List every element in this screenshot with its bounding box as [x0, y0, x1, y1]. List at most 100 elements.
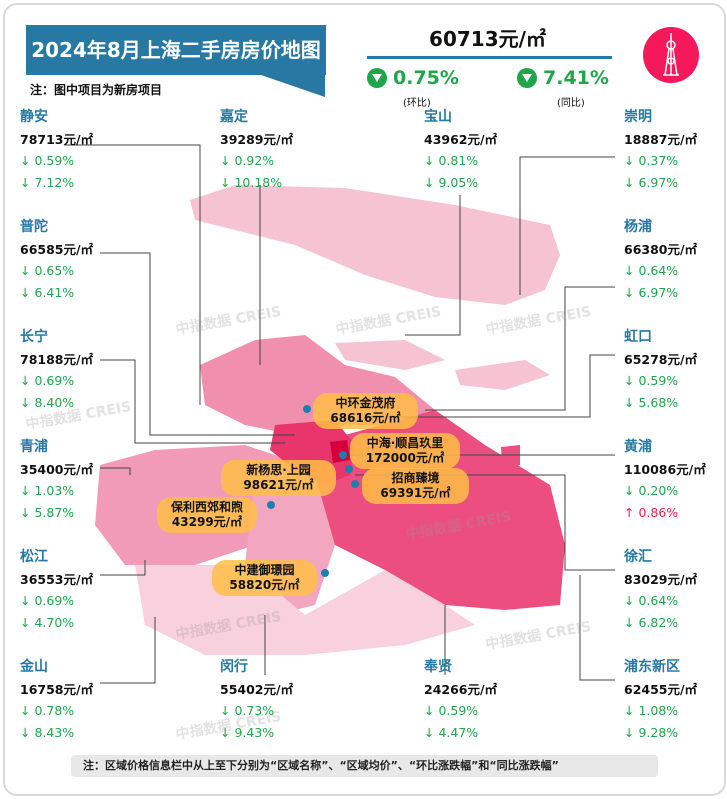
- changxing-island: [335, 340, 445, 370]
- district-yoy: ↑ 0.86%: [624, 504, 679, 520]
- district-price: 24266元/㎡: [424, 681, 498, 697]
- district-yoy: ↓ 8.43%: [20, 724, 75, 740]
- district-mom: ↓ 0.69%: [20, 373, 75, 388]
- district-info: 金山 16758元/㎡ ↓ 0.78% ↓ 8.43%: [20, 657, 115, 743]
- project-label: 中建御璟园 58820元/㎡: [212, 560, 317, 596]
- down-triangle-icon: [367, 68, 387, 88]
- district-name: 普陀: [20, 219, 48, 235]
- title-callout-tail: [261, 75, 325, 97]
- district-name: 青浦: [20, 439, 48, 455]
- mom-value: 0.75%: [393, 67, 459, 89]
- district-info: 闵行 55402元/㎡ ↓ 0.73% ↓ 9.43%: [220, 657, 315, 743]
- district-price: 39289元/㎡: [220, 131, 294, 147]
- district-yoy: ↓ 9.05%: [424, 174, 479, 190]
- district-mom: ↓ 1.08%: [624, 703, 679, 718]
- leader-lines: [65, 144, 615, 684]
- project-label: 中海·顺昌玖里 172000元/㎡: [350, 433, 460, 469]
- yoy-change: 7.41%: [517, 67, 609, 89]
- project-marker: [321, 569, 329, 577]
- average-price: 60713元/㎡: [429, 27, 546, 51]
- district-yoy: ↓ 5.87%: [20, 504, 75, 520]
- district-mom: ↓ 0.64%: [624, 593, 679, 608]
- district-price: 62455元/㎡: [624, 681, 698, 697]
- district-price: 78188元/㎡: [20, 351, 94, 367]
- project-label: 保利西郊和煦 43299元/㎡: [157, 497, 257, 533]
- district-yoy: ↓ 7.12%: [20, 174, 75, 190]
- project-label: 新杨思·上园 98621元/㎡: [221, 460, 336, 496]
- district-info: 宝山 43962元/㎡ ↓ 0.81% ↓ 9.05%: [424, 107, 519, 193]
- district-yoy: ↓ 9.43%: [220, 724, 275, 740]
- project-marker: [339, 451, 347, 459]
- district-name: 浦东新区: [624, 659, 680, 675]
- project-label: 中环金茂府 68616元/㎡: [313, 393, 418, 429]
- district-name: 长宁: [20, 329, 48, 345]
- district-mom: ↓ 0.69%: [20, 593, 75, 608]
- district-name: 金山: [20, 659, 48, 675]
- district-info: 徐汇 83029元/㎡ ↓ 0.64% ↓ 6.82%: [624, 547, 719, 633]
- district-price: 18887元/㎡: [624, 131, 698, 147]
- district-info: 青浦 35400元/㎡ ↓ 1.03% ↓ 5.87%: [20, 437, 115, 523]
- district-name: 黄浦: [624, 439, 652, 455]
- hengsha-island: [455, 360, 550, 390]
- district-price: 43962元/㎡: [424, 131, 498, 147]
- footer-note: 注：区域价格信息栏中从上至下分别为“区域名称”、“区域均价”、“环比涨跌幅”和“…: [71, 755, 658, 777]
- district-price: 78713元/㎡: [20, 131, 94, 147]
- district-mom: ↓ 0.59%: [424, 703, 479, 718]
- district-price: 16758元/㎡: [20, 681, 94, 697]
- project-marker: [303, 405, 311, 413]
- district-info: 虹口 65278元/㎡ ↓ 0.59% ↓ 5.68%: [624, 327, 719, 413]
- chongming-island: [190, 185, 560, 305]
- divider: [367, 56, 612, 59]
- district-info: 黄浦 110086元/㎡ ↓ 0.20% ↑ 0.86%: [624, 437, 719, 523]
- district-mom: ↓ 0.78%: [20, 703, 75, 718]
- district-mom: ↓ 0.20%: [624, 483, 679, 498]
- district-name: 崇明: [624, 109, 652, 125]
- district-mom: ↓ 0.81%: [424, 153, 479, 168]
- district-yoy: ↓ 8.40%: [20, 394, 75, 410]
- map-note: 注：图中项目为新房项目: [30, 83, 163, 97]
- district-name: 静安: [20, 109, 48, 125]
- district-yoy: ↓ 10.18%: [220, 174, 283, 190]
- district-info: 浦东新区 62455元/㎡ ↓ 1.08% ↓ 9.28%: [624, 657, 719, 743]
- project-marker: [267, 501, 275, 509]
- district-yoy: ↓ 4.70%: [20, 614, 75, 630]
- district-price: 36553元/㎡: [20, 571, 94, 587]
- district-mom: ↓ 0.37%: [624, 153, 679, 168]
- district-info: 崇明 18887元/㎡ ↓ 0.37% ↓ 6.97%: [624, 107, 719, 193]
- district-mom: ↓ 1.03%: [20, 483, 75, 498]
- district-price: 65278元/㎡: [624, 351, 698, 367]
- district-price: 66380元/㎡: [624, 241, 698, 257]
- district-name: 奉贤: [424, 659, 452, 675]
- district-mom: ↓ 0.59%: [20, 153, 75, 168]
- district-price: 55402元/㎡: [220, 681, 294, 697]
- mom-change: 0.75%: [367, 67, 459, 89]
- district-info: 奉贤 24266元/㎡ ↓ 0.59% ↓ 4.47%: [424, 657, 519, 743]
- yoy-value: 7.41%: [543, 67, 609, 89]
- district-name: 宝山: [424, 109, 452, 125]
- district-price: 35400元/㎡: [20, 461, 94, 477]
- district-mom: ↓ 0.92%: [220, 153, 275, 168]
- down-triangle-icon: [517, 68, 537, 88]
- district-yoy: ↓ 6.41%: [20, 284, 75, 300]
- yoy-label: (同比): [557, 98, 585, 109]
- district-yoy: ↓ 6.97%: [624, 284, 679, 300]
- project-marker: [345, 465, 353, 473]
- district-name: 嘉定: [220, 109, 248, 125]
- district-info: 杨浦 66380元/㎡ ↓ 0.64% ↓ 6.97%: [624, 217, 719, 303]
- district-mom: ↓ 0.64%: [624, 263, 679, 278]
- page-title: 2024年8月上海二手房房价地图: [26, 25, 326, 75]
- infographic: 中指数据 CREIS 中指数据 CREIS 中指数据 CREIS 中指数据 CR…: [3, 3, 726, 796]
- district-yoy: ↓ 5.68%: [624, 394, 679, 410]
- district-info: 长宁 78188元/㎡ ↓ 0.69% ↓ 8.40%: [20, 327, 115, 413]
- district-info: 普陀 66585元/㎡ ↓ 0.65% ↓ 6.41%: [20, 217, 115, 303]
- district-name: 虹口: [624, 329, 652, 345]
- project-marker: [351, 480, 359, 488]
- district-yoy: ↓ 4.47%: [424, 724, 479, 740]
- district-yoy: ↓ 6.82%: [624, 614, 679, 630]
- district-info: 松江 36553元/㎡ ↓ 0.69% ↓ 4.70%: [20, 547, 115, 633]
- district-yoy: ↓ 6.97%: [624, 174, 679, 190]
- oriental-pearl-tower-icon: [643, 27, 699, 83]
- district-price: 110086元/㎡: [624, 461, 706, 477]
- district-mom: ↓ 0.73%: [220, 703, 275, 718]
- district-name: 杨浦: [624, 219, 652, 235]
